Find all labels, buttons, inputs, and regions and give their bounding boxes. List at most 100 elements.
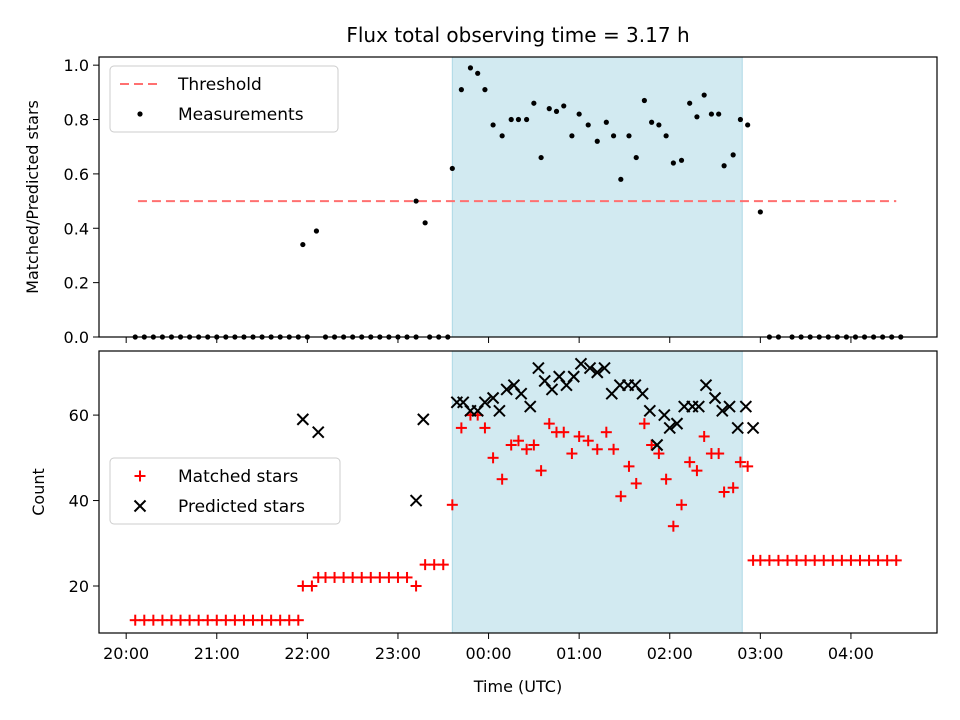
x-stroke-b	[500, 383, 513, 396]
measurement-point	[889, 334, 895, 340]
measurement-point	[422, 220, 428, 226]
measurement-point	[825, 334, 831, 340]
x-stroke-b	[567, 370, 580, 383]
plot-frame	[98, 350, 938, 634]
x-stroke-b	[532, 361, 545, 375]
predicted-star-point	[731, 421, 744, 435]
measurement-point	[721, 163, 727, 169]
measurement-point	[569, 133, 575, 139]
matched-star-point	[608, 443, 620, 455]
x-stroke-b	[524, 400, 537, 413]
measurement-point	[436, 334, 442, 340]
legend-predicted-marker	[133, 499, 147, 513]
measurement-point	[843, 334, 850, 340]
legend-label: Predicted stars	[178, 497, 305, 517]
measurement-point	[576, 111, 582, 117]
matched-star-point	[446, 499, 458, 511]
measurement-point	[730, 152, 736, 158]
matched-star-point	[713, 448, 725, 460]
measurement-point	[610, 133, 617, 139]
measurement-point	[427, 334, 433, 340]
measurement-point	[789, 334, 795, 340]
measurement-point	[870, 334, 877, 340]
x-stroke-b	[708, 391, 722, 405]
matched-star-point	[698, 430, 710, 442]
matched-star-point	[573, 430, 585, 442]
measurement-point	[499, 133, 505, 139]
x-stroke-b	[643, 404, 657, 418]
x-stroke-b	[658, 408, 671, 422]
measurement-point	[716, 111, 722, 117]
measurement-point	[603, 119, 609, 125]
measurement-point	[386, 334, 392, 340]
measurement-point	[687, 100, 693, 106]
measurement-point	[377, 334, 383, 340]
measurement-point	[816, 334, 822, 340]
measurement-point	[413, 334, 419, 340]
x-stroke-b	[478, 396, 492, 409]
measurement-point	[205, 334, 211, 340]
y-tick-label: 1.0	[64, 56, 89, 75]
y-tick-label: 0.6	[64, 165, 89, 184]
y-tick-label: 20	[69, 577, 89, 596]
x-tick-label: 23:00	[375, 644, 421, 663]
predicted-star-point	[708, 391, 722, 405]
y-tick-label: 0.8	[64, 111, 89, 130]
x-stroke-b	[538, 374, 551, 388]
predicted-star-point	[692, 400, 705, 413]
matched-star-point	[667, 520, 679, 532]
measurement-point	[633, 154, 639, 161]
x-stroke-b	[650, 438, 664, 452]
measurement-point	[880, 334, 886, 340]
measurement-point	[524, 116, 530, 123]
measurement-point	[322, 334, 329, 340]
measurement-point	[177, 334, 184, 340]
measurement-point	[404, 334, 410, 340]
legend: Matched stars Predicted stars	[109, 457, 341, 525]
legend-label: Matched stars	[178, 467, 298, 487]
x-stroke-b	[629, 378, 642, 392]
x-stroke-b	[699, 378, 713, 392]
x-tick-label: 02:00	[647, 644, 693, 663]
predicted-star-point	[574, 357, 588, 371]
legend-matched-marker	[134, 470, 146, 482]
y-tick-label: 40	[69, 492, 89, 511]
x-stroke-b	[636, 387, 649, 400]
measurement-point	[413, 198, 419, 204]
legend-label: Measurements	[178, 105, 304, 125]
measurement-point	[286, 334, 292, 340]
measurement-point	[594, 138, 600, 144]
measurement-point	[626, 133, 632, 139]
matched-star-point	[676, 499, 688, 511]
x-stroke-b	[574, 357, 588, 371]
plot-frame	[98, 56, 938, 338]
x-stroke-b	[486, 391, 500, 405]
measurement-point	[141, 334, 147, 340]
measurement-point	[458, 87, 464, 93]
measurement-point	[268, 334, 274, 340]
matched-star-point	[521, 443, 533, 455]
matched-star-point	[487, 452, 499, 464]
predicted-star-point	[524, 400, 537, 413]
matched-star-point	[638, 418, 650, 430]
measurement-point	[708, 111, 715, 117]
chart-title: Flux total observing time = 3.17 h	[346, 23, 689, 47]
measurement-point	[295, 334, 301, 340]
x-stroke-b	[133, 499, 147, 513]
matched-star-point	[734, 456, 746, 468]
x-tick-label: 00:00	[466, 644, 512, 663]
measurement-point	[775, 334, 782, 340]
predicted-star-point	[716, 404, 729, 418]
matched-star-point	[512, 435, 524, 447]
measurement-point	[641, 97, 647, 104]
measurement-point	[766, 334, 773, 340]
x-axis-title: Time (UTC)	[473, 677, 562, 696]
x-stroke-b	[716, 404, 729, 418]
x-stroke-b	[312, 425, 325, 439]
x-tick-label: 21:00	[194, 644, 240, 663]
x-tick-label: 03:00	[737, 644, 783, 663]
measurement-point	[159, 334, 166, 340]
x-stroke-b	[583, 361, 597, 375]
measurement-point	[196, 334, 202, 340]
measurement-point	[277, 334, 283, 340]
